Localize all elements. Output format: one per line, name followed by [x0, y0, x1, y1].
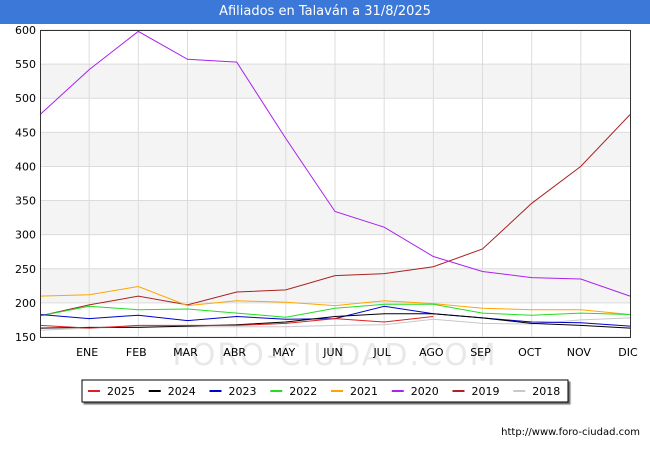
- plot-frame: [40, 30, 631, 338]
- x-tick-label: ENE: [76, 346, 98, 359]
- x-tick-label: DIC: [618, 346, 638, 359]
- x-tick-label: MAY: [272, 346, 295, 359]
- y-tick-label: 500: [15, 92, 36, 105]
- series-line-2025: [39, 316, 434, 329]
- y-tick-label: 600: [15, 24, 36, 37]
- x-tick-label: ABR: [223, 346, 246, 359]
- legend-box: [81, 379, 569, 403]
- series-line-2020: [39, 30, 631, 297]
- y-tick-label: 300: [15, 229, 36, 242]
- x-tick-label: FEB: [126, 346, 147, 359]
- series-line-2018: [39, 317, 631, 331]
- x-tick-label: AGO: [419, 346, 444, 359]
- series-line-2022: [39, 303, 631, 318]
- series-line-2021: [39, 285, 631, 315]
- x-tick-label: JUL: [372, 346, 391, 359]
- y-tick-label: 350: [15, 195, 36, 208]
- x-tick-label: OCT: [518, 346, 541, 359]
- series-line-2024: [39, 313, 631, 329]
- series-line-2019: [39, 114, 631, 317]
- y-tick-label: 400: [15, 160, 36, 173]
- x-tick-label: MAR: [173, 346, 198, 359]
- x-tick-label: SEP: [470, 346, 491, 359]
- legend-label-2023: 2023: [229, 385, 257, 398]
- legend-label-2018: 2018: [532, 385, 560, 398]
- y-tick-label: 200: [15, 297, 36, 310]
- legend-label-2019: 2019: [472, 385, 500, 398]
- site-credit[interactable]: http://www.foro-ciudad.com: [501, 427, 640, 438]
- x-tick-label: NOV: [567, 346, 592, 359]
- y-tick-label: 150: [15, 331, 36, 344]
- y-tick-label: 450: [15, 126, 36, 139]
- legend-label-2022: 2022: [289, 385, 317, 398]
- legend-label-2024: 2024: [168, 385, 196, 398]
- watermark: FORO-CIUDAD.COM: [173, 338, 498, 373]
- chart-title: Afiliados en Talaván a 31/8/2025: [0, 0, 650, 24]
- y-tick-label: 550: [15, 58, 36, 71]
- y-tick-label: 250: [15, 263, 36, 276]
- legend-label-2021: 2021: [350, 385, 378, 398]
- x-tick-label: JUN: [322, 346, 343, 359]
- legend-label-2020: 2020: [411, 385, 439, 398]
- legend-label-2025: 2025: [107, 385, 135, 398]
